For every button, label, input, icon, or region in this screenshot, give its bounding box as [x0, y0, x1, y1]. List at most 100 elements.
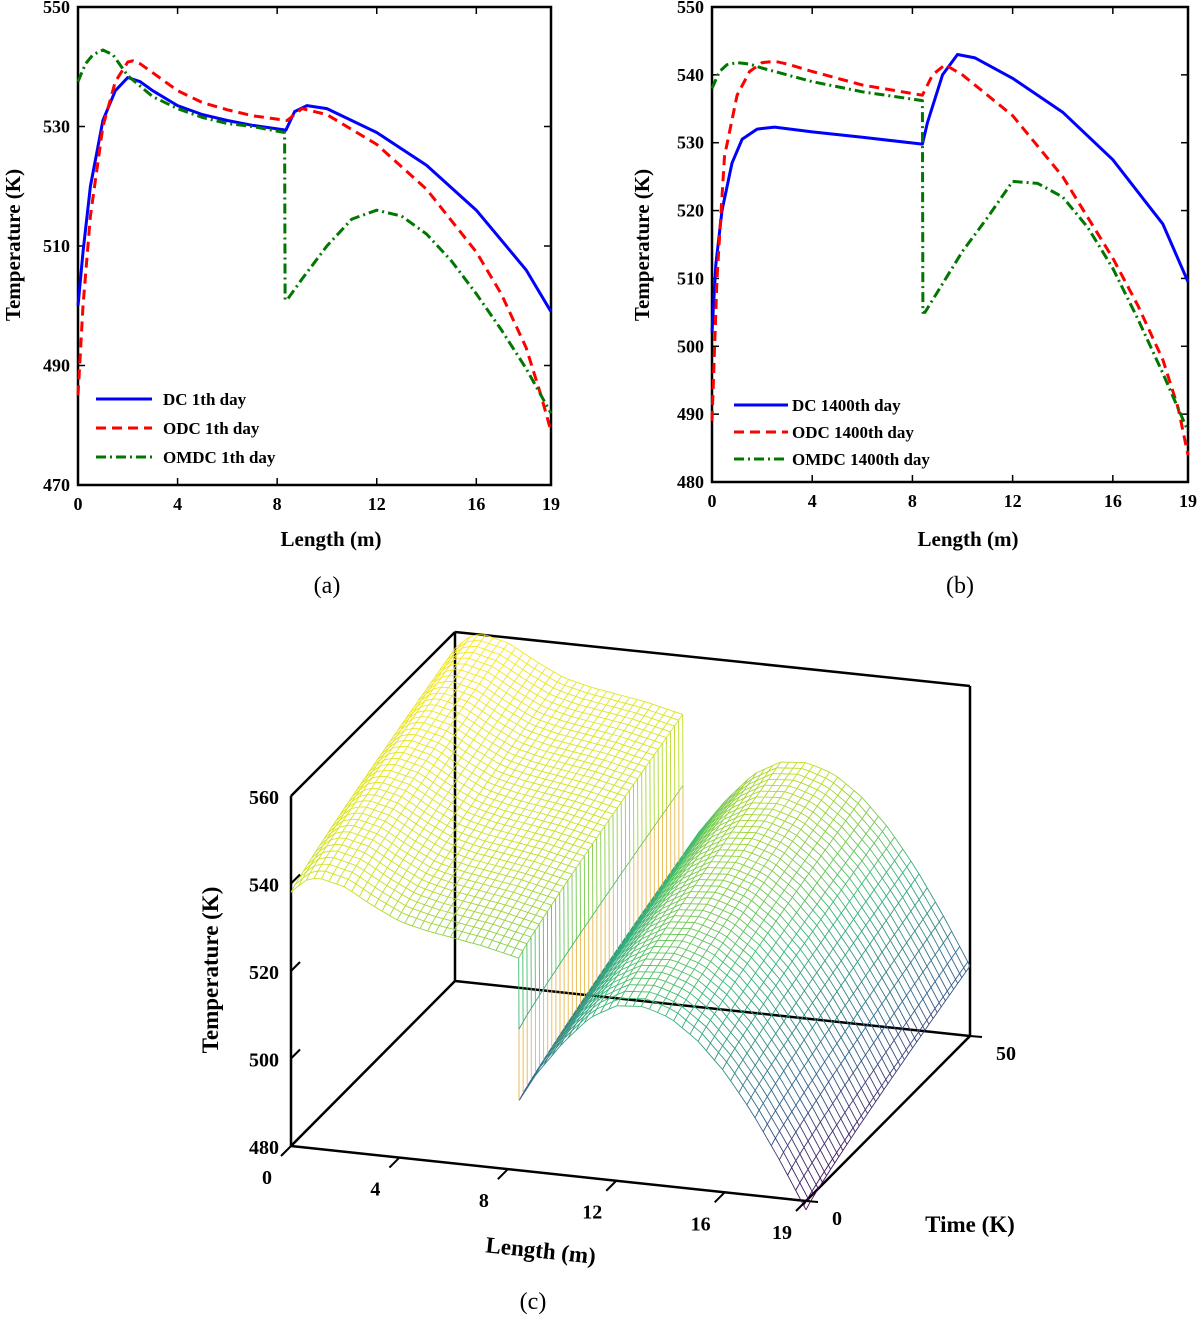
surface-right-mesh-line — [723, 815, 732, 820]
surface-right-mesh-line — [739, 850, 745, 857]
surface-left-mesh-line — [489, 915, 498, 919]
surface-right-mesh-line — [760, 770, 769, 776]
surface-right-mesh-line — [807, 1053, 813, 1061]
surface-left-mesh-line — [577, 823, 586, 828]
surface-left-mesh-line — [494, 693, 503, 700]
surface-left-mesh-line — [430, 849, 439, 855]
surface-right-mesh-line — [613, 948, 618, 956]
surface-right-mesh-line — [632, 998, 638, 1007]
y-tick-label: 530 — [43, 117, 70, 137]
surface-left-mesh-line — [560, 877, 569, 881]
surface-left-mesh-line — [626, 752, 635, 757]
surface-left-mesh-line — [480, 760, 489, 766]
surface-right-mesh-line — [768, 765, 774, 772]
surface-left-mesh-line — [328, 873, 334, 882]
surface-left-mesh-line — [469, 933, 478, 937]
surface-right-mesh-line — [849, 924, 858, 938]
surface-right-mesh-line — [620, 957, 630, 964]
surface-right-mesh-line — [641, 943, 650, 948]
surface-left-mesh-line — [658, 734, 667, 739]
surface-left-mesh-line — [557, 853, 566, 858]
surface-right-mesh-line — [816, 942, 822, 949]
surface-right-mesh-line — [657, 902, 667, 909]
surface-left-mesh-line — [487, 759, 493, 766]
surface-left-mesh-line — [393, 900, 399, 909]
surface-left-mesh-line — [403, 734, 409, 741]
surface-right-mesh-line — [820, 812, 826, 819]
surface-left-mesh-line — [383, 855, 392, 862]
surface-left-mesh-line — [516, 820, 525, 824]
surface-left-mesh-line — [426, 745, 435, 750]
surface-right-mesh-line — [873, 1042, 883, 1059]
surface-right-mesh-line — [755, 782, 761, 789]
surface-left-mesh-line — [383, 764, 388, 771]
surface-left-mesh-line — [404, 818, 409, 826]
surface-left-mesh-line — [501, 910, 509, 915]
surface-left-mesh-line — [450, 653, 459, 660]
surface-right-mesh-line — [612, 951, 618, 958]
surface-right-mesh-line — [844, 1031, 854, 1046]
surface-left-mesh-line — [446, 819, 452, 826]
surface-right-mesh-line — [751, 937, 760, 946]
surface-left-mesh-line — [371, 775, 380, 779]
surface-left-mesh-line — [494, 676, 504, 683]
surface-right-mesh-line — [787, 1058, 793, 1065]
surface-left-mesh-line — [465, 751, 474, 757]
surface-right-mesh-line — [661, 1004, 670, 1009]
surface-right-mesh-line — [811, 1073, 817, 1081]
surface-right-mesh-line — [673, 1001, 683, 1007]
surface-right-mesh-line — [832, 1023, 842, 1038]
surface-left-mesh-line — [421, 694, 430, 701]
surface-left-mesh-line — [503, 852, 512, 856]
surface-right-mesh-line — [722, 994, 728, 1002]
surface-right-mesh-line — [604, 960, 610, 968]
surface-left-mesh-line — [423, 716, 429, 724]
surface-left-mesh-line — [397, 802, 406, 808]
surface-right-mesh-line — [898, 954, 907, 969]
surface-left-mesh-line — [298, 879, 307, 887]
surface-right-mesh-line — [746, 1071, 752, 1079]
surface-left-mesh-line — [581, 739, 590, 743]
surface-left-mesh-line — [395, 836, 405, 843]
surface-right-mesh-line — [910, 930, 916, 938]
surface-left-mesh-line — [481, 705, 487, 712]
surface-right-mesh-line — [955, 946, 961, 953]
surface-left-mesh-line — [398, 752, 404, 759]
surface-left-mesh-line — [326, 844, 335, 847]
surface-right-mesh-line — [910, 879, 916, 886]
surface-left-mesh-line — [431, 719, 436, 726]
surface-left-mesh-line — [553, 753, 562, 757]
surface-right-mesh-line — [555, 1037, 561, 1045]
surface-right-mesh-line — [857, 824, 867, 835]
surface-right-mesh-line — [588, 1001, 597, 1010]
surface-left-mesh-line — [505, 686, 511, 694]
surface-right-mesh-line — [661, 902, 667, 909]
surface-right-mesh-line — [779, 1097, 785, 1105]
surface-right-mesh-line — [834, 1156, 840, 1164]
surface-left-mesh-line — [593, 814, 602, 818]
surface-right-mesh-line — [584, 999, 589, 1007]
surface-left-mesh-line — [375, 862, 381, 870]
surface-right-mesh-line — [918, 873, 928, 889]
surface-right-mesh-line — [645, 915, 651, 923]
surface-right-mesh-line — [893, 1012, 903, 1029]
surface-left-mesh-line — [576, 773, 584, 776]
surface-right-mesh-line — [776, 802, 785, 807]
surface-left-mesh-line — [321, 857, 327, 865]
surface-right-mesh-line — [621, 939, 626, 946]
surface-right-mesh-line — [698, 915, 707, 920]
surface-right-mesh-line — [938, 942, 944, 949]
surface-right-mesh-line — [742, 984, 748, 992]
surface-left-mesh-line — [392, 825, 401, 832]
surface-right-mesh-line — [873, 860, 879, 867]
surface-left-mesh-line — [456, 657, 462, 665]
surface-right-mesh-line — [837, 832, 847, 843]
surface-right-mesh-line — [922, 992, 928, 1000]
surface-left-mesh-line — [565, 749, 574, 753]
surface-right-mesh-line — [747, 868, 753, 875]
surface-right-mesh-line — [694, 862, 700, 870]
surface-right-mesh-line — [832, 918, 838, 926]
surface-right-mesh-line — [731, 882, 740, 887]
surface-right-mesh-line — [914, 977, 920, 985]
surface-left-mesh-line — [434, 727, 440, 735]
